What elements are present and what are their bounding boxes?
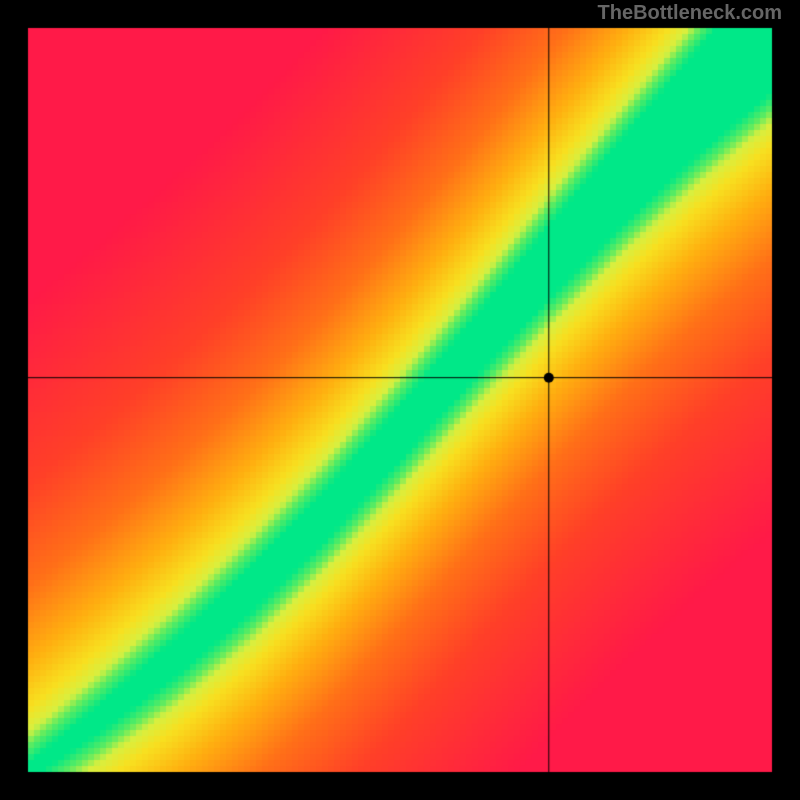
chart-container: TheBottleneck.com — [0, 0, 800, 800]
heatmap-canvas — [0, 0, 800, 800]
watermark-text: TheBottleneck.com — [598, 2, 782, 25]
